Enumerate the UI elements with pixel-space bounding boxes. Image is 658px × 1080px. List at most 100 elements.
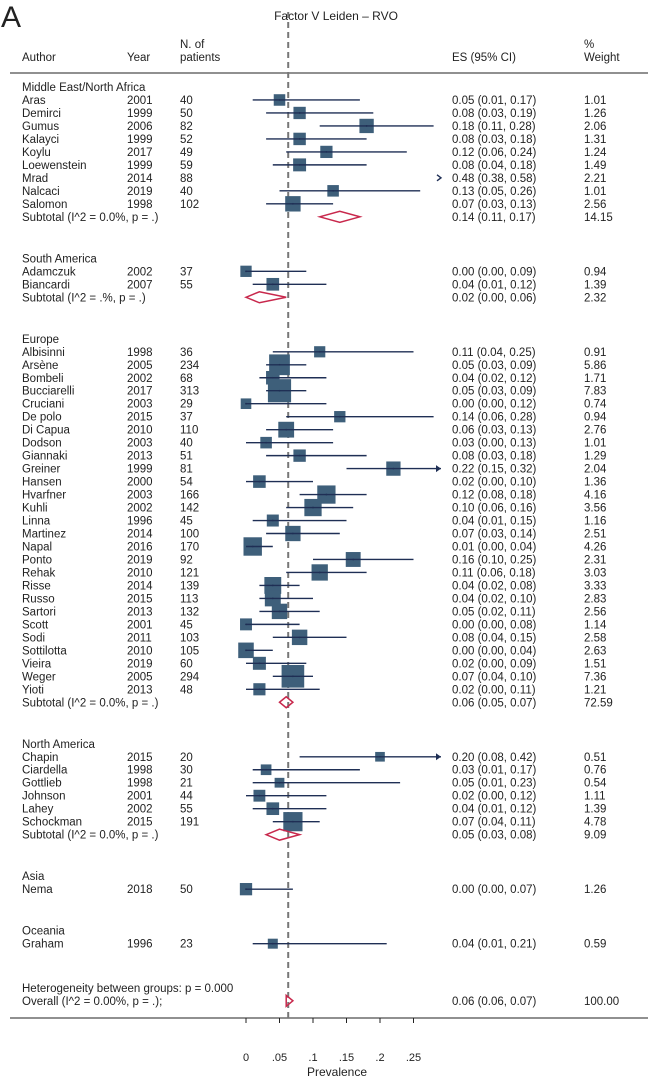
subtotal-label: Subtotal (I^2 = 0.0%, p = .) <box>22 212 159 224</box>
study-year: 2015 <box>127 593 153 605</box>
study-es-ci: 0.20 (0.08, 0.42) <box>452 752 537 764</box>
study-weight: 0.76 <box>584 765 606 777</box>
study-point <box>278 610 281 613</box>
study-es-ci: 0.10 (0.06, 0.16) <box>452 503 537 515</box>
study-point <box>298 112 301 114</box>
study-point <box>338 415 341 418</box>
study-es-ci: 0.07 (0.03, 0.13) <box>452 199 537 211</box>
study-year: 2014 <box>127 529 153 541</box>
subtotal-weight: 14.15 <box>584 212 613 224</box>
study-point <box>292 532 294 535</box>
study-year: 2014 <box>127 580 153 592</box>
study-year: 1999 <box>127 464 153 476</box>
overall-diamond <box>285 993 295 1008</box>
study-weight: 1.36 <box>584 477 606 489</box>
study-weight: 1.11 <box>584 791 606 803</box>
group-heading: North America <box>22 739 95 751</box>
header-weight: % Weight <box>584 39 620 64</box>
study-weight: 2.04 <box>584 464 607 476</box>
study-n-patients: 52 <box>180 134 193 146</box>
study-n-patients: 294 <box>180 671 200 683</box>
study-year: 1998 <box>127 199 153 211</box>
study-weight: 2.63 <box>584 645 606 657</box>
study-point <box>245 270 247 273</box>
study-weight: 1.16 <box>584 516 606 528</box>
study-author: Weger <box>22 671 56 683</box>
study-year: 2011 <box>127 632 152 644</box>
study-es-ci: 0.02 (0.00, 0.11) <box>452 684 536 696</box>
subtotal-label: Subtotal (I^2 = 0.0%, p = .) <box>22 830 159 842</box>
x-tick-label: .25 <box>406 1052 421 1064</box>
study-author: Vieira <box>22 658 52 670</box>
study-point <box>271 597 274 600</box>
study-es-ci: 0.00 (0.00, 0.08) <box>452 619 537 631</box>
study-year: 1998 <box>127 765 153 777</box>
study-point <box>271 584 274 587</box>
study-es-ci: 0.02 (0.00, 0.09) <box>452 658 537 670</box>
study-es-ci: 0.08 (0.03, 0.18) <box>452 451 537 463</box>
study-author: Albisinni <box>22 347 65 359</box>
study-author: Greiner <box>22 464 61 476</box>
study-es-ci: 0.00 (0.00, 0.12) <box>452 399 537 411</box>
study-year: 2007 <box>127 279 153 291</box>
study-year: 2010 <box>127 645 153 657</box>
study-year: 2015 <box>127 817 153 829</box>
study-n-patients: 166 <box>180 490 199 502</box>
study-es-ci: 0.16 (0.10, 0.25) <box>452 554 537 566</box>
study-year: 1999 <box>127 134 153 146</box>
study-weight: 1.01 <box>584 95 606 107</box>
subtotal-es-ci: 0.06 (0.05, 0.07) <box>452 697 537 709</box>
study-weight: 1.51 <box>584 658 606 670</box>
study-point <box>265 768 267 771</box>
study-weight: 1.01 <box>584 438 606 450</box>
subtotal-diamond <box>244 290 287 304</box>
study-n-patients: 82 <box>180 121 193 133</box>
study-year: 2005 <box>127 360 153 372</box>
study-es-ci: 0.04 (0.01, 0.12) <box>452 804 537 816</box>
study-n-patients: 103 <box>180 632 199 644</box>
study-author: Loewenstein <box>22 160 87 172</box>
study-point <box>318 350 321 353</box>
study-n-patients: 48 <box>180 684 193 696</box>
group-heading: Europe <box>22 334 59 346</box>
study-n-patients: 100 <box>180 529 199 541</box>
subtotal-diamond <box>278 695 295 709</box>
study-year: 2017 <box>127 386 153 398</box>
study-author: Scott <box>22 619 49 631</box>
study-author: Hvarfner <box>22 490 66 502</box>
study-n-patients: 59 <box>180 160 193 172</box>
study-n-patients: 40 <box>180 438 193 450</box>
study-point <box>245 623 247 626</box>
study-point <box>278 389 281 392</box>
study-year: 2016 <box>127 541 153 553</box>
study-year: 2019 <box>127 186 153 198</box>
study-weight: 2.58 <box>584 632 606 644</box>
study-n-patients: 139 <box>180 580 199 592</box>
study-n-patients: 170 <box>180 541 199 553</box>
study-weight: 2.31 <box>584 554 606 566</box>
study-year: 1998 <box>127 778 153 790</box>
study-point <box>379 755 381 758</box>
study-point <box>392 467 395 470</box>
study-point <box>251 545 254 548</box>
study-n-patients: 105 <box>180 645 199 657</box>
study-point <box>245 888 247 891</box>
subtotal-weight: 72.59 <box>584 697 613 709</box>
study-es-ci: 0.04 (0.02, 0.08) <box>452 580 537 592</box>
study-weight: 1.21 <box>584 684 606 696</box>
study-year: 2002 <box>127 804 153 816</box>
study-es-ci: 0.04 (0.02, 0.12) <box>452 373 537 385</box>
study-author: Adamczuk <box>22 266 76 278</box>
study-n-patients: 60 <box>180 658 193 670</box>
study-point <box>365 125 368 127</box>
study-es-ci: 0.00 (0.00, 0.04) <box>452 645 537 657</box>
study-n-patients: 21 <box>180 778 193 790</box>
study-year: 2013 <box>127 684 153 696</box>
study-point <box>332 189 334 192</box>
study-point <box>271 807 274 810</box>
study-es-ci: 0.12 (0.08, 0.18) <box>452 490 537 502</box>
study-point <box>298 138 301 140</box>
study-point <box>278 363 281 366</box>
study-es-ci: 0.02 (0.00, 0.10) <box>452 477 537 489</box>
study-es-ci: 0.48 (0.38, 0.58) <box>452 173 537 185</box>
